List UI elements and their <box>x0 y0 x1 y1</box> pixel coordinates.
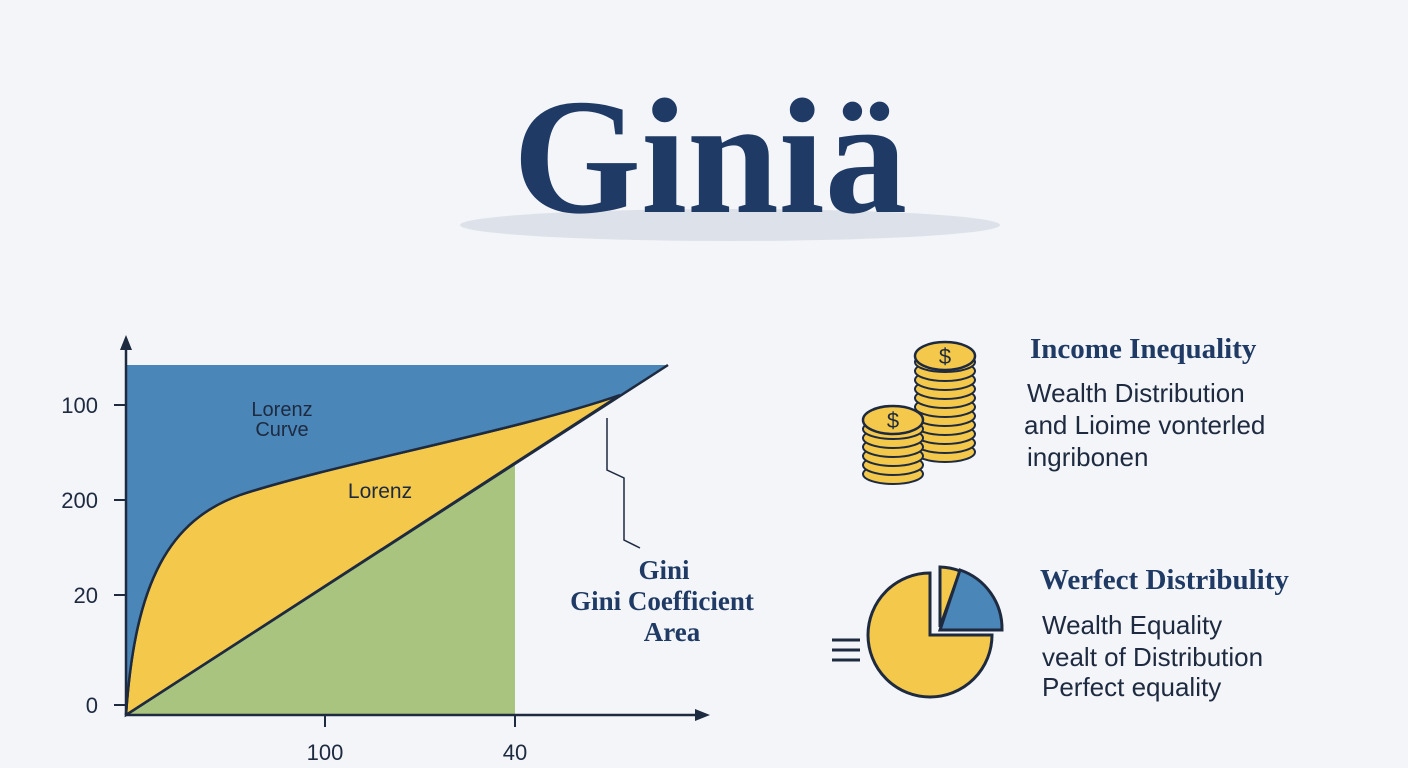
gini-label: Gini <box>638 555 690 585</box>
panel-text: Wealth Distribution <box>1027 378 1245 408</box>
y-tick-label: 0 <box>86 693 98 718</box>
y-tick-label: 100 <box>61 393 98 418</box>
gini-label: Area <box>644 617 701 647</box>
x-tick-label: 100 <box>307 740 344 765</box>
pie-slice <box>937 568 1004 632</box>
y-tick-label: 20 <box>74 583 98 608</box>
lorenz-curve <box>124 393 621 716</box>
lorenz-region <box>126 365 668 715</box>
equality-line <box>125 363 669 717</box>
lorenz-label: Lorenz <box>348 480 412 503</box>
x-arrow <box>695 709 710 721</box>
coins-icon: $$ <box>861 340 977 485</box>
panel-heading: Income Inequality <box>1030 333 1257 365</box>
panel-text: vealt of Distribution <box>1042 642 1263 672</box>
lorenz-curve-label: Lorenz <box>251 399 312 421</box>
coin-top <box>913 340 977 372</box>
panel-text: and Lioime vonterled <box>1024 410 1265 440</box>
panel-heading: Werfect Distribulity <box>1040 564 1289 596</box>
x-tick-label: 40 <box>503 740 527 765</box>
coin-top <box>861 404 925 436</box>
coin-symbol: $ <box>939 344 951 369</box>
leader-line <box>606 418 641 549</box>
coin-symbol: $ <box>887 408 899 433</box>
pie-icon <box>832 565 1004 699</box>
panel-text: Wealth Equality <box>1042 610 1222 640</box>
panel-text: ingribonen <box>1027 442 1148 472</box>
title: Giniä <box>513 65 907 248</box>
menu-lines <box>832 638 860 662</box>
title-shadow <box>460 209 1000 241</box>
y-tick-label: 200 <box>61 488 98 513</box>
pie-slice <box>866 571 994 699</box>
panel-text: Perfect equality <box>1042 672 1221 702</box>
gini-label: Gini Coefficient <box>570 586 754 616</box>
lorenz-curve-label: Curve <box>255 419 308 441</box>
y-arrow <box>120 335 132 350</box>
